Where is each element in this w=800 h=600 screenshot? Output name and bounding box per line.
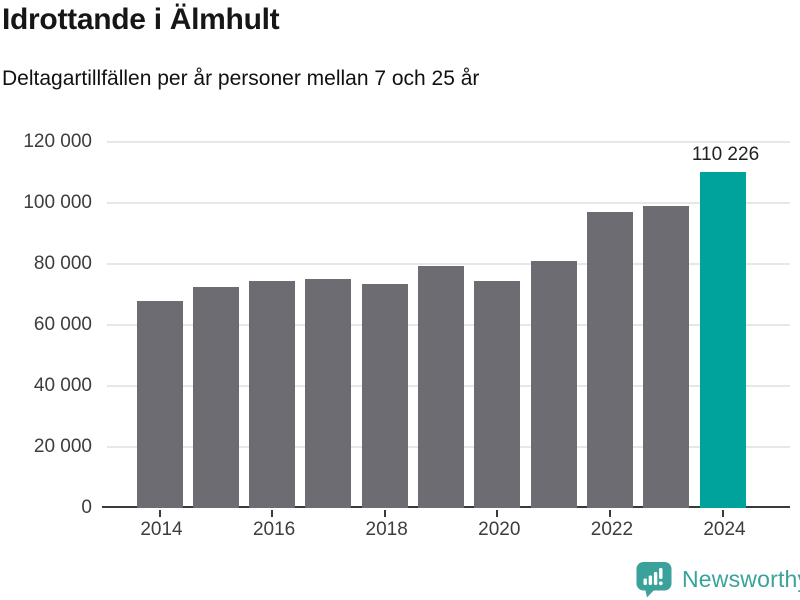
x-tick-label: 2022 [590,519,634,540]
gridline [107,141,790,143]
bar-2014 [136,300,183,508]
newsworthy-logo[interactable]: Newsworthy [635,561,800,598]
y-tick-label: 120 000 [23,131,92,152]
x-tick-label: 2016 [252,519,296,540]
y-tick-label: 0 [81,497,92,518]
page-title: Idrottande i Älmhult [2,3,280,36]
gridline [107,263,790,265]
bar-2020 [474,281,521,508]
x-tick [383,510,386,517]
bar-chart-bubble-icon [635,561,673,598]
x-tick [608,510,611,517]
y-tick-label: 80 000 [33,253,92,274]
y-tick-label: 60 000 [33,314,92,335]
chart-subtitle: Deltagartillfällen per år personer mella… [2,67,480,90]
bar-2016 [249,281,296,508]
bar-2021 [530,260,577,508]
bar-2018 [361,283,408,508]
x-tick-label: 2018 [365,519,408,540]
x-tick [496,510,499,517]
bar-2023 [643,206,690,508]
gridline [107,202,790,204]
x-tick-label: 2024 [703,519,746,540]
x-tick [271,510,274,517]
bar-2024 [699,171,746,508]
x-axis: 2014 2016 2018 2020 2022 2024 [107,508,790,548]
bar-2017 [305,278,352,508]
x-tick [158,510,161,517]
y-axis-labels: 0 20 000 40 000 60 000 80 000 100 000 120 000 [0,131,92,518]
y-tick-label: 40 000 [33,375,92,396]
highlight-value-label: 110 226 [691,143,760,165]
brand-name: Newsworthy [682,566,800,592]
y-tick-label: 20 000 [33,436,92,457]
x-tick-label: 2014 [140,519,183,540]
bar-2015 [192,287,239,508]
logo-bar-glyphs [643,568,663,586]
x-tick-label: 2020 [478,519,521,540]
plot-area: 110 226 [102,141,790,508]
bar-2019 [418,265,464,508]
bar-2022 [586,211,633,508]
y-tick-label: 100 000 [23,192,92,213]
x-tick [721,510,724,517]
